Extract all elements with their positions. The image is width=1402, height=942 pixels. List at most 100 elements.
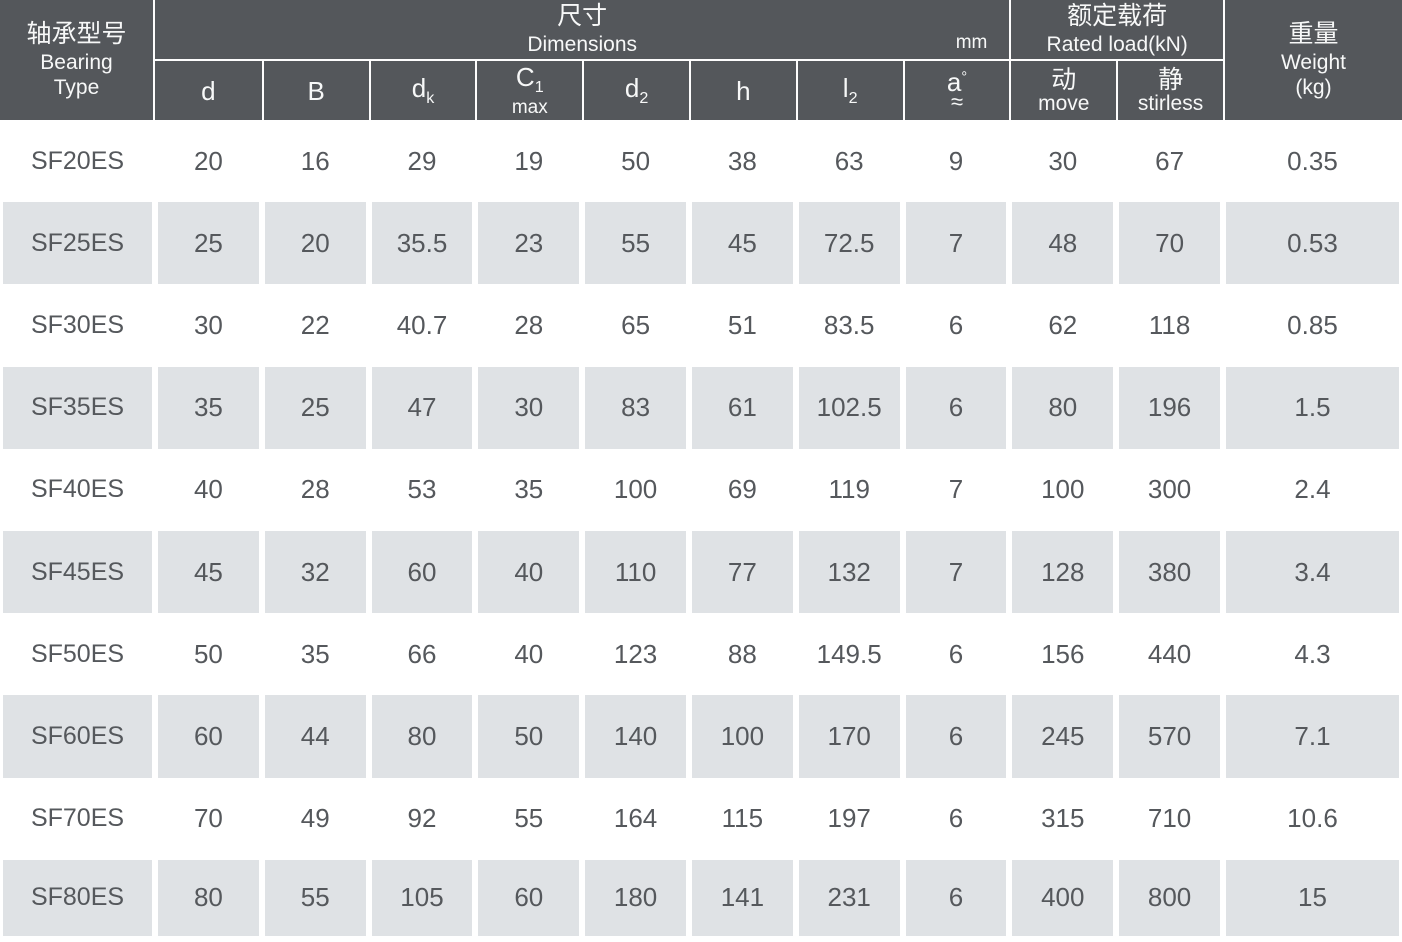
dimensions-zh: 尺寸 <box>557 2 608 31</box>
value-cell: 63 <box>834 145 864 176</box>
table-row: SF25ES 25 20 35.5 23 55 45 72.5 7 48 70 0.53 <box>0 202 1402 285</box>
value-cell: 83 <box>582 366 689 449</box>
value-cell: 51 <box>727 309 757 340</box>
value-cell: 80 <box>155 859 262 942</box>
value-cell: 710 <box>1147 803 1192 834</box>
column-header-a: a° ≈ <box>902 61 1010 120</box>
bearing-type-cell: SF60ES <box>0 695 155 778</box>
value-cell: 6 <box>948 309 964 340</box>
column-header-B: B <box>261 61 369 120</box>
table-body: SF20ES 20 16 29 19 50 38 63 9 30 67 0.35 SF25ES 25 20 3… <box>0 120 1402 942</box>
bearing-type-cell: SF45ES <box>0 530 155 614</box>
header-dimensions-group: 尺寸 Dimensions mm <box>155 0 1010 61</box>
value-cell: 70 <box>1116 202 1223 285</box>
value-cell: 19 <box>514 145 544 176</box>
value-cell: 40 <box>514 638 544 669</box>
column-header-l2: l2 <box>795 61 903 120</box>
column-header-C1max: C1 max <box>475 61 582 120</box>
value-cell: 48 <box>1009 202 1116 285</box>
bearing-type-en2: Type <box>53 76 100 100</box>
table-row: SF35ES 35 25 47 30 83 61 102.5 6 80 196 1.5 <box>0 366 1402 449</box>
table-row: SF80ES 80 55 105 60 180 141 231 6 400 800 15 <box>0 859 1402 942</box>
value-cell: 40 <box>193 474 223 505</box>
value-cell: 119 <box>828 474 870 505</box>
col-dk-label: dk <box>411 72 435 108</box>
value-cell: 50 <box>193 638 223 669</box>
value-cell: 25 <box>155 202 262 285</box>
table-row: SF70ES 70 49 92 55 164 115 197 6 315 710 10.6 <box>0 778 1402 860</box>
value-cell: 110 <box>582 530 689 614</box>
value-cell: 100 <box>613 474 658 505</box>
value-cell: 28 <box>514 309 544 340</box>
table-row: SF60ES 60 44 80 50 140 100 170 6 245 570 7.1 <box>0 695 1402 778</box>
value-cell: 55 <box>262 859 369 942</box>
value-cell: 118 <box>1148 309 1191 340</box>
header-weight: 重量 Weight (kg) <box>1222 0 1402 120</box>
value-cell: 72.5 <box>796 202 903 285</box>
value-cell: 6 <box>903 366 1010 449</box>
value-cell: 570 <box>1116 695 1223 778</box>
value-cell: 20 <box>193 145 223 176</box>
value-cell: 231 <box>796 859 903 942</box>
value-cell: 50 <box>475 695 582 778</box>
table-header: 轴承型号 Bearing Type 尺寸 Dimensions mm 额定载荷 … <box>0 0 1402 120</box>
value-cell: 61 <box>689 366 796 449</box>
dimensions-unit-mm: mm <box>955 31 988 53</box>
table-row: SF40ES 40 28 53 35 100 69 119 7 100 300 2.4 <box>0 449 1402 531</box>
value-cell: 22 <box>300 309 330 340</box>
col-stirless-en: stirless <box>1137 91 1204 115</box>
value-cell: 6 <box>948 638 964 669</box>
col-h-label: h <box>736 75 751 106</box>
col-move-en: move <box>1038 91 1090 115</box>
value-cell: 69 <box>727 474 757 505</box>
value-cell: 50 <box>621 145 651 176</box>
value-cell: 132 <box>796 530 903 614</box>
value-cell: 30 <box>475 366 582 449</box>
header-bearing-type: 轴承型号 Bearing Type <box>0 0 155 120</box>
bearing-type-cell: SF70ES <box>30 804 125 833</box>
value-cell: 100 <box>689 695 796 778</box>
value-cell: 1.5 <box>1223 366 1402 449</box>
weight-en: Weight <box>1280 50 1346 74</box>
col-d2-label: d2 <box>624 72 649 108</box>
value-cell: 15 <box>1223 859 1402 942</box>
col-a-approx-symbol: ≈ <box>950 88 964 114</box>
bearing-type-en1: Bearing <box>40 50 113 74</box>
value-cell: 80 <box>1009 366 1116 449</box>
value-cell: 77 <box>689 530 796 614</box>
value-cell: 197 <box>827 803 871 834</box>
table-row: SF50ES 50 35 66 40 123 88 149.5 6 156 440 4.3 <box>0 613 1402 695</box>
value-cell: 60 <box>369 530 476 614</box>
value-cell: 170 <box>796 695 903 778</box>
value-cell: 6 <box>948 803 964 834</box>
value-cell: 4.3 <box>1294 638 1331 669</box>
value-cell: 180 <box>582 859 689 942</box>
col-C1-max-label: max <box>511 97 548 119</box>
value-cell: 123 <box>613 638 658 669</box>
col-move-zh: 动 <box>1051 65 1077 94</box>
table-row: SF20ES 20 16 29 19 50 38 63 9 30 67 0.35 <box>0 120 1402 202</box>
value-cell: 65 <box>621 309 651 340</box>
value-cell: 0.85 <box>1287 309 1338 340</box>
value-cell: 55 <box>514 803 544 834</box>
value-cell: 55 <box>582 202 689 285</box>
value-cell: 3.4 <box>1223 530 1402 614</box>
value-cell: 400 <box>1009 859 1116 942</box>
column-header-d2: d2 <box>582 61 689 120</box>
weight-zh: 重量 <box>1288 20 1339 49</box>
value-cell: 10.6 <box>1287 803 1338 834</box>
bearing-type-cell: SF40ES <box>30 475 125 504</box>
value-cell: 149.5 <box>816 638 882 669</box>
value-cell: 35.5 <box>369 202 476 285</box>
value-cell: 102.5 <box>796 366 903 449</box>
value-cell: 53 <box>407 474 437 505</box>
value-cell: 141 <box>689 859 796 942</box>
value-cell: 80 <box>369 695 476 778</box>
column-header-move: 动 move <box>1009 61 1116 120</box>
value-cell: 60 <box>475 859 582 942</box>
value-cell: 6 <box>903 859 1010 942</box>
table-row: SF30ES 30 22 40.7 28 65 51 83.5 6 62 118 0.85 <box>0 284 1402 366</box>
value-cell: 30 <box>193 309 223 340</box>
value-cell: 315 <box>1041 803 1085 834</box>
